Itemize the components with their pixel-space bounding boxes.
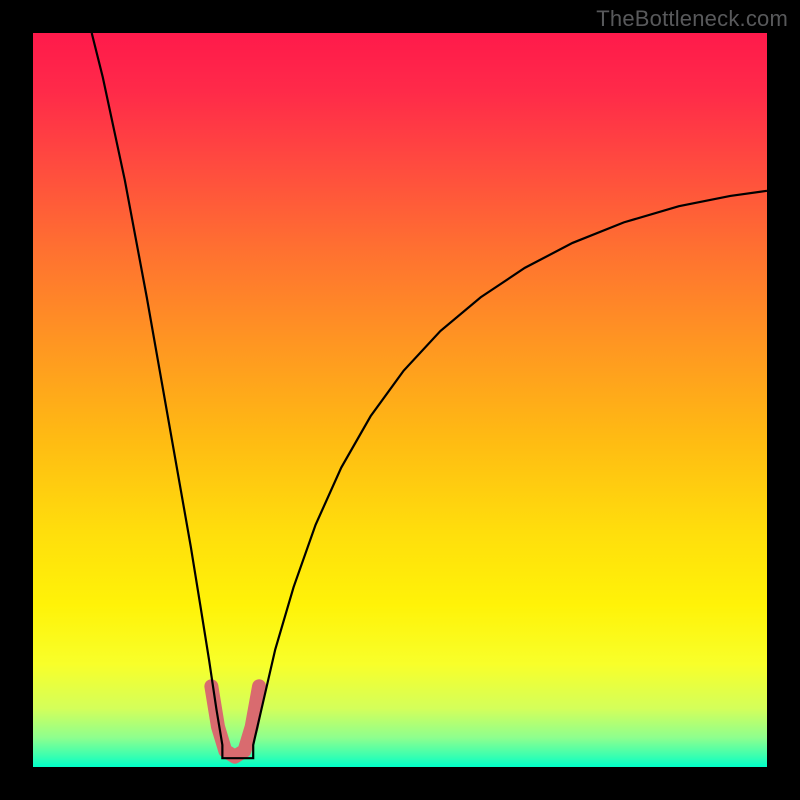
watermark-text: TheBottleneck.com	[596, 6, 788, 32]
chart-plot-area	[33, 33, 767, 767]
chart-gradient-bg	[33, 33, 767, 767]
chart-svg	[33, 33, 767, 767]
